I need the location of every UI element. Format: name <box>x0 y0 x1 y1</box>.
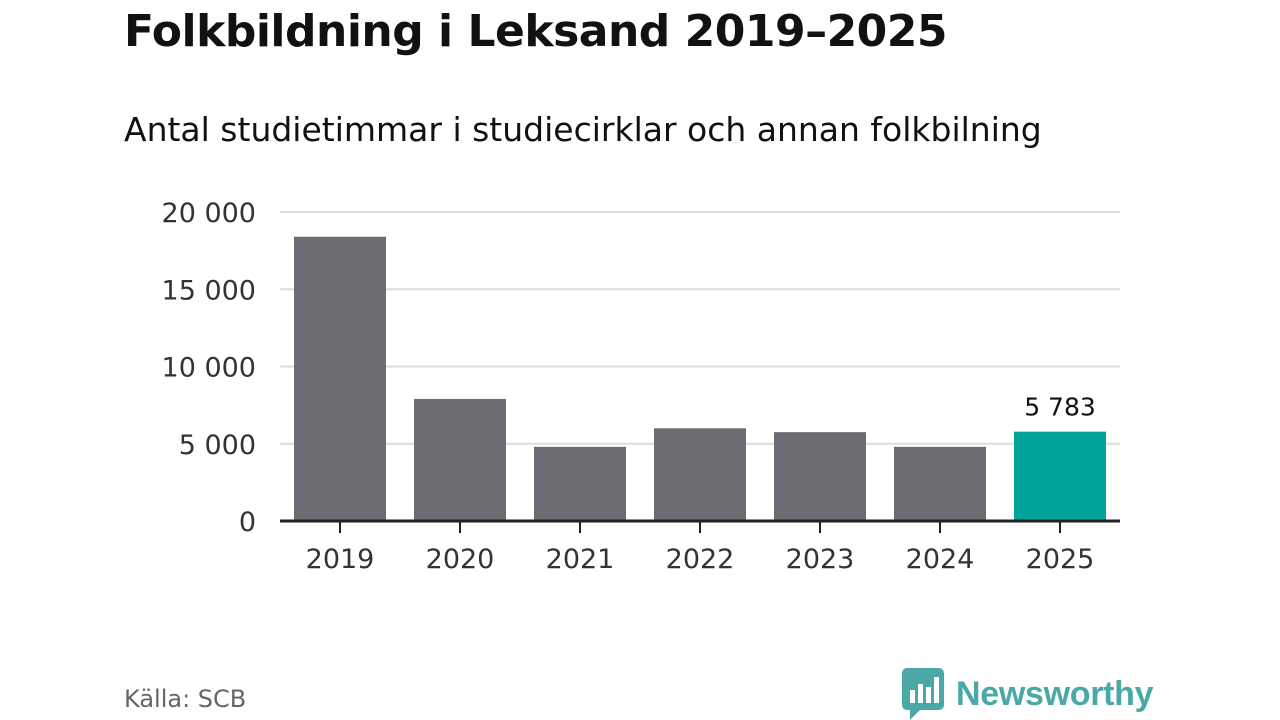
bar-2025 <box>1014 431 1106 521</box>
x-axis <box>280 519 1120 533</box>
bar-2020 <box>414 398 506 521</box>
x-tick-label-2021: 2021 <box>546 544 615 575</box>
brand-name: Newsworthy <box>956 674 1154 713</box>
data-label-2025: 5 783 <box>1024 393 1096 422</box>
x-tick-label-2025: 2025 <box>1026 544 1095 575</box>
data-labels: 5 783 <box>1024 393 1096 422</box>
source-note: Källa: SCB <box>124 685 247 713</box>
x-tick-label-2020: 2020 <box>426 544 495 575</box>
y-tick-label: 0 <box>239 507 256 538</box>
y-tick-label: 20 000 <box>162 198 256 229</box>
bars <box>294 236 1106 521</box>
y-tick-label: 10 000 <box>162 353 256 384</box>
gridlines <box>280 211 1120 445</box>
newsworthy-logo-icon <box>902 668 944 720</box>
bar-2024 <box>894 446 986 521</box>
brand-logo: Newsworthy <box>902 668 1154 720</box>
y-tick-label: 15 000 <box>162 275 256 306</box>
bar-2019 <box>294 236 386 521</box>
chart-subtitle: Antal studietimmar i studiecirklar och a… <box>124 110 1042 149</box>
x-tick-label-2023: 2023 <box>786 544 855 575</box>
x-axis-tick-labels: 2019 2020 2021 2022 2023 2024 2025 <box>306 544 1095 575</box>
bar-2022 <box>654 428 746 521</box>
bar-2021 <box>534 446 626 521</box>
x-tick-label-2019: 2019 <box>306 544 375 575</box>
bar-2023 <box>774 432 866 521</box>
y-axis-tick-labels: 0 5 000 10 000 15 000 20 000 <box>162 198 256 538</box>
chart-title: Folkbildning i Leksand 2019–2025 <box>124 6 948 57</box>
x-tick-label-2022: 2022 <box>666 544 735 575</box>
y-tick-label: 5 000 <box>179 430 256 461</box>
x-tick-label-2024: 2024 <box>906 544 975 575</box>
